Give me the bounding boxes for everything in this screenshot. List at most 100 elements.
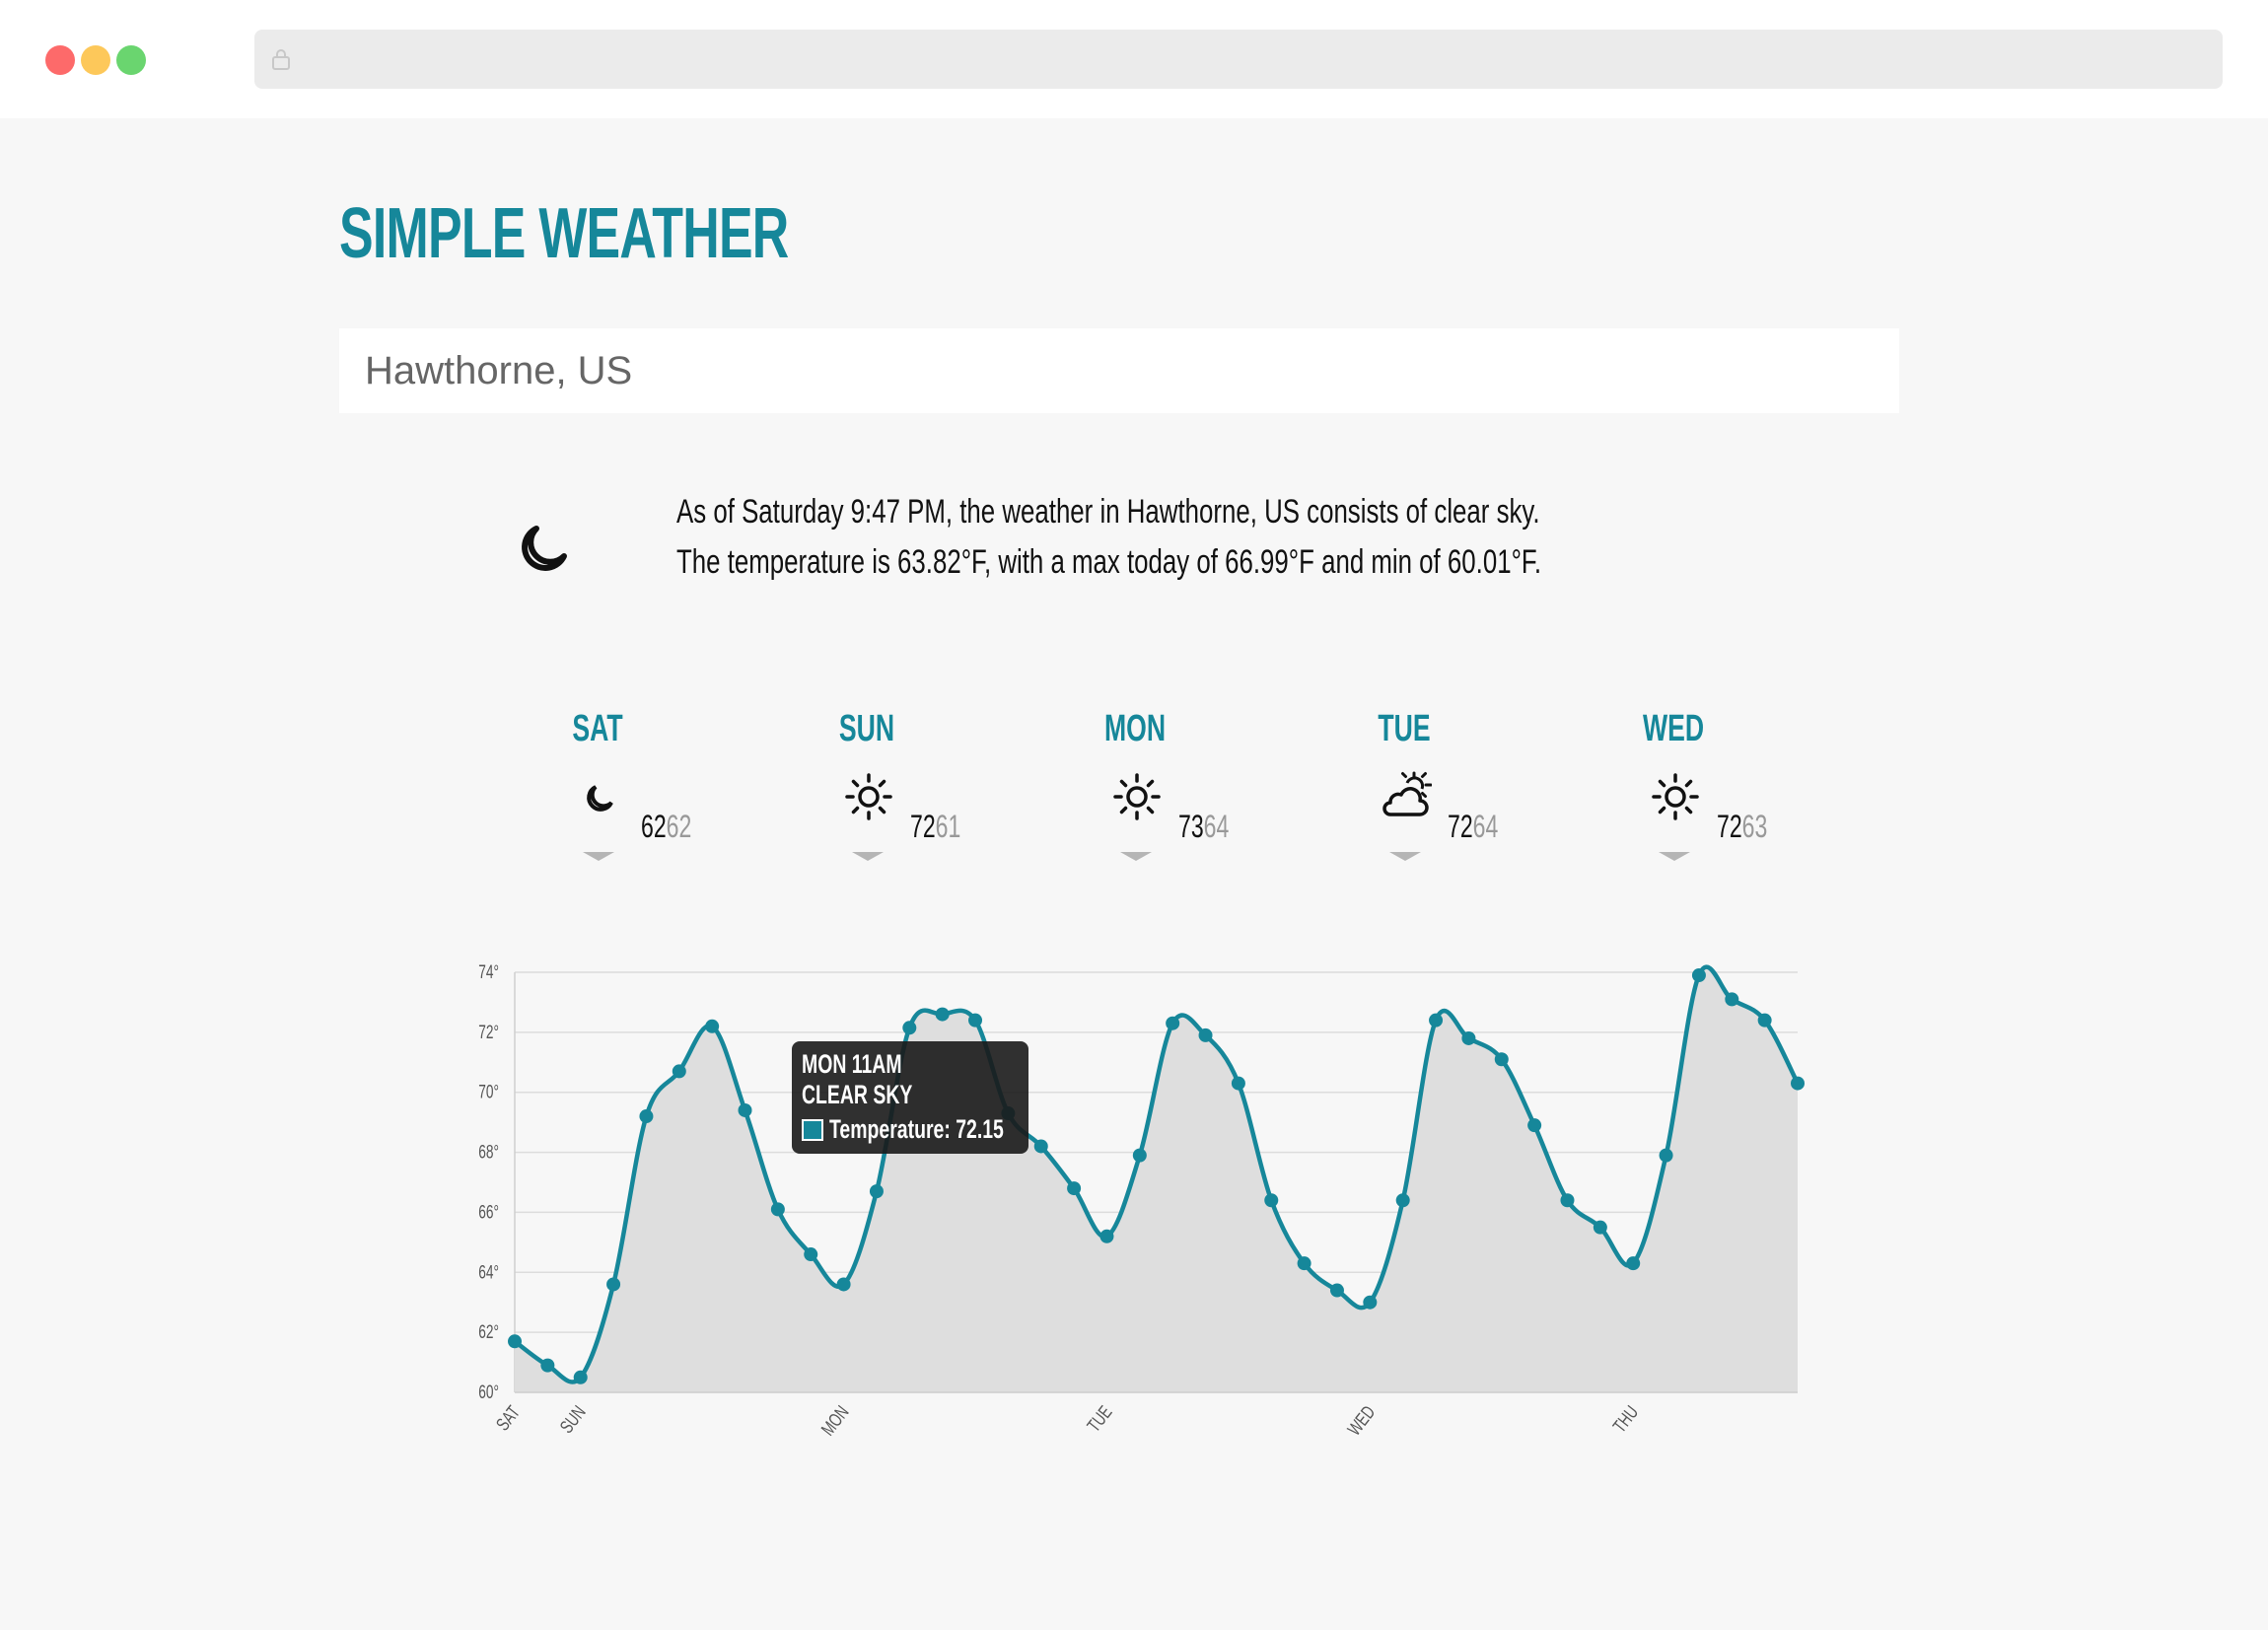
y-tick-label: 68° xyxy=(478,1141,499,1163)
data-point xyxy=(1725,992,1739,1007)
moon-icon xyxy=(522,526,567,571)
close-window-button[interactable] xyxy=(45,45,75,75)
tooltip-subtitle: CLEAR SKY xyxy=(802,1080,913,1109)
data-point xyxy=(1494,1052,1509,1067)
sun-icon xyxy=(1652,773,1699,820)
data-point xyxy=(770,1202,785,1217)
data-point xyxy=(1166,1016,1180,1030)
data-point xyxy=(1132,1148,1147,1163)
series-swatch xyxy=(802,1118,823,1141)
data-point xyxy=(1099,1229,1114,1243)
data-point xyxy=(573,1370,588,1384)
day-name: MON xyxy=(1103,708,1167,749)
data-point xyxy=(672,1064,686,1079)
x-tick-label: SAT xyxy=(492,1401,525,1435)
lock-icon xyxy=(272,49,290,70)
chevron-down-icon[interactable] xyxy=(1659,852,1690,861)
high-temp: 73 xyxy=(1178,809,1204,844)
tooltip-title: MON 11AM xyxy=(802,1049,902,1079)
high-temp: 72 xyxy=(1448,809,1473,844)
y-tick-label: 60° xyxy=(478,1382,499,1403)
high-temp: 72 xyxy=(910,809,936,844)
y-tick-label: 72° xyxy=(478,1022,499,1043)
data-point xyxy=(540,1358,555,1373)
data-point xyxy=(1593,1220,1607,1235)
data-point xyxy=(606,1277,621,1292)
y-tick-label: 66° xyxy=(478,1201,499,1223)
y-tick-label: 62° xyxy=(478,1321,499,1343)
tooltip-value-row: Temperature: 72.15 xyxy=(802,1114,1072,1145)
data-point xyxy=(1626,1256,1641,1271)
day-name: TUE xyxy=(1378,708,1431,749)
chevron-down-icon[interactable] xyxy=(852,852,884,861)
day-temps: 7263 xyxy=(1717,809,1767,845)
data-point xyxy=(836,1277,851,1292)
forecast-day-wed[interactable]: WED 7263 xyxy=(1575,690,1772,868)
data-point xyxy=(1363,1295,1378,1310)
data-point xyxy=(705,1019,720,1033)
forecast-day-sat[interactable]: SAT 6262 xyxy=(499,690,696,868)
data-point xyxy=(1791,1076,1805,1091)
tooltip-value: Temperature: 72.15 xyxy=(829,1114,1004,1144)
low-temp: 63 xyxy=(1741,809,1768,844)
app-title: SIMPLE WEATHER xyxy=(339,194,789,273)
data-point xyxy=(1395,1193,1410,1208)
data-point xyxy=(508,1334,522,1349)
chevron-down-icon[interactable] xyxy=(1120,852,1152,861)
forecast-strip: SAT 6262 SUN 7261 MON xyxy=(0,690,2268,868)
sun-icon xyxy=(1113,773,1161,820)
forecast-day-tue[interactable]: TUE 7264 xyxy=(1306,690,1503,868)
day-temps: 7364 xyxy=(1178,809,1229,845)
data-point xyxy=(1198,1028,1213,1042)
data-point xyxy=(1659,1148,1673,1163)
y-tick-label: 74° xyxy=(478,961,499,983)
data-point xyxy=(1461,1030,1476,1045)
data-point xyxy=(1231,1076,1245,1091)
low-temp: 62 xyxy=(666,809,692,844)
data-point xyxy=(639,1109,654,1124)
data-point xyxy=(804,1247,818,1262)
low-temp: 64 xyxy=(1203,809,1230,844)
data-point xyxy=(935,1007,950,1022)
series-area xyxy=(515,966,1798,1392)
y-tick-label: 64° xyxy=(478,1261,499,1283)
browser-chrome xyxy=(0,0,2268,118)
day-temps: 6262 xyxy=(641,809,691,845)
y-tick-label: 70° xyxy=(478,1081,499,1102)
data-point xyxy=(1757,1013,1772,1028)
maximize-window-button[interactable] xyxy=(116,45,146,75)
high-temp: 62 xyxy=(641,809,667,844)
summary-line-2: The temperature is 63.82°F, with a max t… xyxy=(676,543,1542,581)
x-tick-label: WED xyxy=(1343,1401,1380,1440)
data-point xyxy=(1264,1193,1279,1208)
forecast-day-sun[interactable]: SUN 7261 xyxy=(768,690,965,868)
forecast-day-mon[interactable]: MON 7364 xyxy=(1036,690,1234,868)
data-point xyxy=(902,1021,917,1035)
x-tick-label: TUE xyxy=(1083,1401,1116,1436)
data-point xyxy=(1329,1283,1344,1298)
chart-tooltip: MON 11AM CLEAR SKY Temperature: 72.15 xyxy=(792,1041,1028,1154)
series-line xyxy=(513,964,1800,1384)
day-name: WED xyxy=(1642,708,1705,749)
chevron-down-icon[interactable] xyxy=(1389,852,1421,861)
low-temp: 64 xyxy=(1472,809,1499,844)
location-search-input[interactable] xyxy=(339,328,1899,413)
current-weather-summary: As of Saturday 9:47 PM, the weather in H… xyxy=(676,487,1541,588)
address-bar[interactable] xyxy=(254,30,2223,89)
data-point xyxy=(1691,968,1706,983)
partly-cloudy-icon xyxy=(1382,771,1432,816)
chevron-down-icon[interactable] xyxy=(583,852,614,861)
data-point xyxy=(968,1013,983,1028)
day-name: SAT xyxy=(572,708,623,749)
moon-icon xyxy=(587,785,613,812)
day-name: SUN xyxy=(838,708,895,749)
day-temps: 7261 xyxy=(910,809,960,845)
high-temp: 72 xyxy=(1717,809,1742,844)
low-temp: 61 xyxy=(935,809,961,844)
minimize-window-button[interactable] xyxy=(81,45,110,75)
data-point xyxy=(1429,1013,1444,1028)
data-point xyxy=(1297,1256,1311,1271)
data-point xyxy=(738,1102,752,1117)
x-tick-label: SUN xyxy=(555,1401,590,1437)
day-temps: 7264 xyxy=(1448,809,1498,845)
